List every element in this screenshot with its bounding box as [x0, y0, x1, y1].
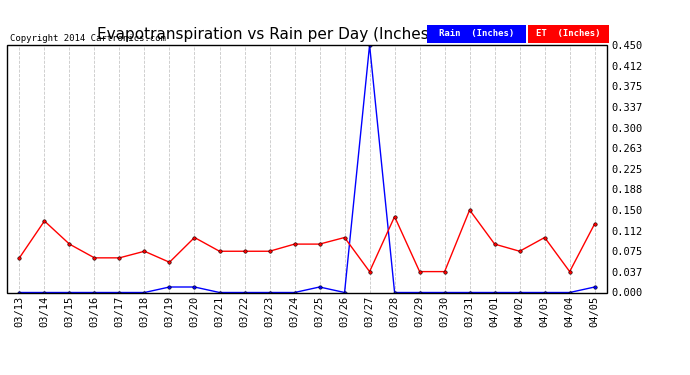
FancyBboxPatch shape: [528, 25, 609, 42]
Text: Rain  (Inches): Rain (Inches): [439, 29, 514, 38]
Text: Copyright 2014 Cartronics.com: Copyright 2014 Cartronics.com: [10, 33, 166, 42]
Title: Evapotranspiration vs Rain per Day (Inches) 20140406: Evapotranspiration vs Rain per Day (Inch…: [97, 27, 517, 42]
Text: ET  (Inches): ET (Inches): [536, 29, 601, 38]
FancyBboxPatch shape: [427, 25, 526, 42]
